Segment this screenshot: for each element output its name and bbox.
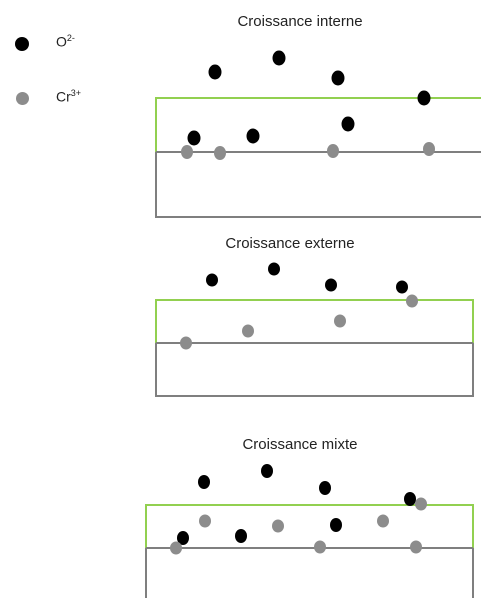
chromium-ion-legend-dot — [16, 92, 29, 105]
oxygen-ion — [208, 64, 222, 80]
oxygen-ion — [198, 475, 210, 489]
metal-substrate-outline — [155, 342, 474, 397]
chromium-ion — [327, 144, 339, 158]
oxygen-ion — [187, 130, 201, 146]
oxygen-ion — [404, 492, 416, 506]
chromium-ion — [181, 145, 193, 159]
oxygen-ion — [325, 278, 337, 292]
oxygen-ion — [272, 50, 286, 66]
metal-substrate-outline — [145, 547, 474, 598]
chromium-ion-legend-label: Cr3+ — [56, 88, 81, 105]
chromium-symbol: Cr — [56, 88, 71, 105]
oxygen-ion — [235, 529, 247, 543]
metal-substrate-outline — [155, 151, 481, 218]
external-growth-title: Croissance externe — [225, 235, 355, 252]
oxygen-ion — [330, 518, 342, 532]
oxygen-ion — [341, 116, 355, 132]
chromium-ion — [272, 519, 284, 533]
oxygen-ion — [206, 273, 218, 287]
oxide-layer-outline — [145, 504, 474, 548]
chromium-ion — [423, 142, 435, 156]
oxygen-symbol: O — [56, 33, 67, 50]
oxygen-ion-legend-dot — [15, 37, 29, 51]
mixed-growth-panel — [145, 464, 474, 598]
oxygen-ion — [417, 90, 431, 106]
oxygen-ion — [319, 481, 331, 495]
mixed-growth-title: Croissance mixte — [242, 436, 358, 453]
chromium-ion — [406, 294, 418, 308]
chromium-ion — [214, 146, 226, 160]
chromium-ion — [377, 514, 389, 528]
oxygen-ion-legend-label: O2- — [56, 33, 75, 50]
chromium-ion — [180, 336, 192, 350]
oxygen-ion — [268, 262, 280, 276]
oxide-layer-outline — [155, 97, 481, 152]
oxygen-ion — [331, 70, 345, 86]
oxygen-ion — [246, 128, 260, 144]
oxygen-ion — [261, 464, 273, 478]
external-growth-panel — [155, 262, 474, 397]
chromium-ion — [410, 540, 422, 554]
chromium-charge: 3+ — [70, 88, 82, 98]
chromium-ion — [170, 541, 182, 555]
oxygen-ion — [396, 280, 408, 294]
oxide-layer-outline — [155, 299, 474, 343]
chromium-ion — [314, 540, 326, 554]
chromium-ion — [415, 497, 427, 511]
chromium-ion — [199, 514, 211, 528]
oxygen-ion — [177, 531, 189, 545]
chromium-ion — [334, 314, 346, 328]
internal-growth-title: Croissance interne — [237, 13, 363, 30]
internal-growth-panel — [155, 50, 481, 218]
oxygen-charge: 2- — [66, 33, 75, 43]
chromium-ion — [242, 324, 254, 338]
